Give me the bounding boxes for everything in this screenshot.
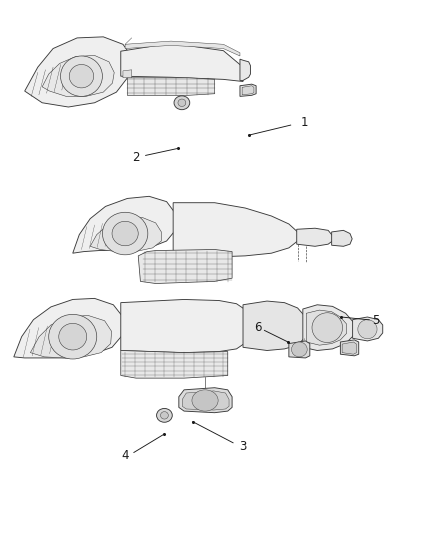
Polygon shape bbox=[90, 217, 161, 252]
Polygon shape bbox=[14, 298, 123, 358]
Ellipse shape bbox=[160, 411, 168, 419]
Polygon shape bbox=[127, 78, 215, 95]
Text: 2: 2 bbox=[132, 151, 140, 164]
Polygon shape bbox=[289, 341, 310, 358]
Text: 3: 3 bbox=[239, 440, 247, 453]
Polygon shape bbox=[342, 342, 357, 354]
Polygon shape bbox=[30, 316, 112, 358]
Ellipse shape bbox=[69, 64, 94, 88]
Polygon shape bbox=[332, 230, 352, 246]
Polygon shape bbox=[25, 37, 132, 107]
Ellipse shape bbox=[60, 56, 102, 96]
Polygon shape bbox=[73, 196, 175, 253]
Ellipse shape bbox=[59, 324, 87, 350]
Polygon shape bbox=[242, 86, 254, 95]
Polygon shape bbox=[138, 249, 232, 284]
Text: 6: 6 bbox=[254, 321, 262, 334]
Ellipse shape bbox=[178, 99, 186, 107]
Polygon shape bbox=[173, 203, 297, 257]
Polygon shape bbox=[121, 351, 228, 378]
Polygon shape bbox=[297, 228, 332, 246]
Polygon shape bbox=[340, 340, 359, 356]
Ellipse shape bbox=[112, 221, 138, 246]
Polygon shape bbox=[121, 43, 243, 82]
Polygon shape bbox=[121, 300, 244, 353]
Ellipse shape bbox=[312, 313, 343, 343]
Polygon shape bbox=[306, 310, 346, 345]
Text: 5: 5 bbox=[372, 314, 380, 327]
Polygon shape bbox=[353, 317, 383, 341]
Polygon shape bbox=[243, 301, 304, 351]
Polygon shape bbox=[182, 391, 229, 410]
Ellipse shape bbox=[192, 390, 218, 411]
Text: 1: 1 bbox=[300, 117, 308, 130]
Polygon shape bbox=[179, 387, 232, 413]
Polygon shape bbox=[125, 41, 240, 56]
Polygon shape bbox=[42, 55, 114, 96]
Ellipse shape bbox=[156, 408, 172, 422]
Ellipse shape bbox=[358, 320, 377, 339]
Polygon shape bbox=[303, 305, 353, 351]
Polygon shape bbox=[123, 70, 132, 78]
Ellipse shape bbox=[291, 342, 307, 357]
Ellipse shape bbox=[102, 212, 148, 255]
Ellipse shape bbox=[49, 314, 97, 359]
Text: 4: 4 bbox=[121, 449, 129, 462]
Polygon shape bbox=[240, 84, 256, 96]
Ellipse shape bbox=[174, 96, 190, 110]
Polygon shape bbox=[240, 59, 251, 80]
